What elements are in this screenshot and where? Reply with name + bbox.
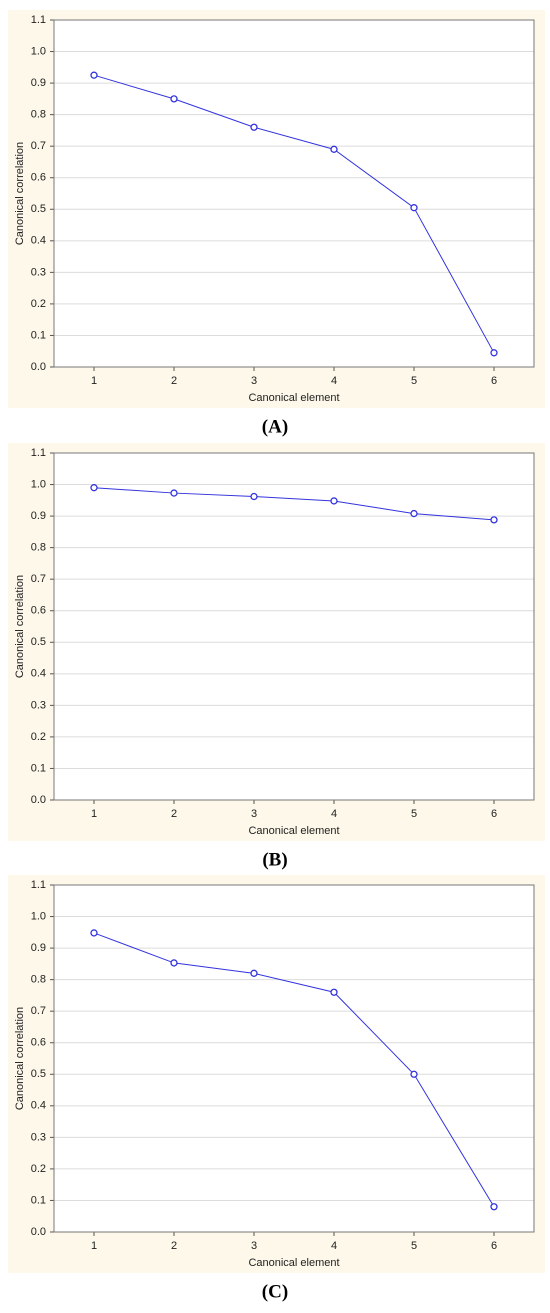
- data-point: [330, 988, 338, 996]
- y-tick-label: 0.5: [31, 203, 46, 215]
- x-tick-label: 2: [171, 808, 177, 820]
- plot-frame: [53, 884, 535, 1233]
- y-tick-label: 0.6: [31, 605, 46, 617]
- plot-area: [54, 20, 534, 367]
- y-tick-label: 0.2: [31, 298, 46, 310]
- data-point: [170, 959, 178, 967]
- x-tick-label: 1: [91, 1240, 97, 1252]
- x-tick-label: 6: [491, 808, 497, 820]
- data-line: [93, 487, 495, 521]
- x-tick-label: 3: [251, 1240, 257, 1252]
- x-tick-label: 3: [251, 375, 257, 387]
- y-tick-label: 0.7: [31, 140, 46, 152]
- y-tick-label: 1.1: [31, 14, 46, 26]
- data-point: [490, 1203, 498, 1211]
- data-point: [410, 204, 418, 212]
- x-tick-label: 2: [171, 1240, 177, 1252]
- data-point: [410, 1070, 418, 1078]
- x-axis-label: Canonical element: [248, 825, 339, 837]
- y-tick-label: 0.4: [31, 235, 46, 247]
- y-tick-label: 0.1: [31, 329, 46, 341]
- y-tick-label: 0.8: [31, 974, 46, 986]
- y-tick-label: 1.0: [31, 910, 46, 922]
- y-tick-label: 0.2: [31, 1163, 46, 1175]
- y-tick-label: 0.2: [31, 731, 46, 743]
- panel-caption: (C): [262, 1281, 288, 1302]
- data-point: [330, 497, 338, 505]
- y-tick-label: 0.9: [31, 942, 46, 954]
- y-tick-label: 0.1: [31, 1194, 46, 1206]
- data-point: [410, 509, 418, 518]
- data-point: [170, 95, 178, 103]
- plot-frame: [53, 19, 535, 368]
- data-point: [330, 145, 338, 153]
- x-tick-label: 1: [91, 375, 97, 387]
- y-tick-label: 0.3: [31, 699, 46, 711]
- data-point: [250, 492, 258, 501]
- x-tick-label: 2: [171, 375, 177, 387]
- x-tick-label: 5: [411, 808, 417, 820]
- panel-caption: (A): [262, 416, 288, 437]
- panel-caption: (B): [262, 849, 287, 870]
- y-tick-label: 0.3: [31, 266, 46, 278]
- x-tick-label: 3: [251, 808, 257, 820]
- y-tick-label: 0.0: [31, 1226, 46, 1238]
- data-line: [93, 74, 495, 354]
- data-point: [250, 969, 258, 977]
- y-tick-label: 0.5: [31, 636, 46, 648]
- y-tick-label: 0.3: [31, 1131, 46, 1143]
- y-tick-label: 0.5: [31, 1068, 46, 1080]
- x-tick-label: 4: [331, 808, 337, 820]
- y-tick-label: 0.9: [31, 77, 46, 89]
- data-point: [490, 516, 498, 524]
- y-axis-label: Canonical correlation: [14, 1007, 26, 1110]
- y-tick-label: 1.0: [31, 478, 46, 490]
- x-tick-label: 5: [411, 1240, 417, 1252]
- y-tick-label: 1.0: [31, 45, 46, 57]
- y-tick-label: 0.7: [31, 1005, 46, 1017]
- plot-area: [54, 885, 534, 1232]
- y-tick-label: 0.6: [31, 1037, 46, 1049]
- y-axis-label: Canonical correlation: [14, 142, 26, 245]
- data-point: [90, 484, 98, 492]
- data-line: [93, 932, 495, 1208]
- x-tick-label: 1: [91, 808, 97, 820]
- plot-frame: [53, 452, 535, 801]
- x-axis-label: Canonical element: [248, 392, 339, 404]
- y-tick-label: 0.4: [31, 668, 46, 680]
- y-tick-label: 0.0: [31, 361, 46, 373]
- y-tick-label: 0.4: [31, 1100, 46, 1112]
- data-point: [490, 349, 498, 357]
- y-tick-label: 0.0: [31, 794, 46, 806]
- plot-area: [54, 453, 534, 800]
- y-tick-label: 0.6: [31, 172, 46, 184]
- y-tick-label: 0.8: [31, 109, 46, 121]
- y-tick-label: 0.8: [31, 542, 46, 554]
- y-tick-label: 0.7: [31, 573, 46, 585]
- data-point: [250, 123, 258, 131]
- y-axis-label: Canonical correlation: [14, 575, 26, 678]
- x-tick-label: 6: [491, 375, 497, 387]
- data-point: [90, 929, 98, 937]
- y-tick-label: 1.1: [31, 879, 46, 891]
- x-tick-label: 4: [331, 1240, 337, 1252]
- data-point: [90, 71, 98, 79]
- y-tick-label: 0.9: [31, 510, 46, 522]
- x-tick-label: 6: [491, 1240, 497, 1252]
- data-point: [170, 489, 178, 497]
- y-tick-label: 0.1: [31, 762, 46, 774]
- x-tick-label: 5: [411, 375, 417, 387]
- x-tick-label: 4: [331, 375, 337, 387]
- x-axis-label: Canonical element: [248, 1257, 339, 1269]
- y-tick-label: 1.1: [31, 447, 46, 459]
